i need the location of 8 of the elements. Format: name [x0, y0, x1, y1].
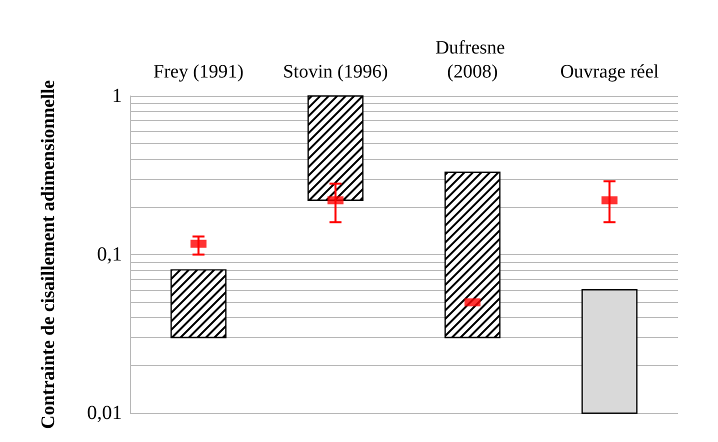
x-tick-label: Ouvrage réel — [560, 62, 659, 82]
x-tick-label: Dufresne (2008) — [435, 38, 510, 82]
y-tick-label: 0,01 — [87, 402, 122, 424]
y-axis-title: Contrainte de cisaillement adimensionnelle — [38, 80, 59, 430]
y-tick-label: 0,1 — [97, 244, 122, 266]
x-tick-label: Stovin (1996) — [282, 62, 388, 82]
y-tick-label: 1 — [112, 85, 122, 107]
x-tick-label: Frey (1991) — [153, 62, 244, 82]
